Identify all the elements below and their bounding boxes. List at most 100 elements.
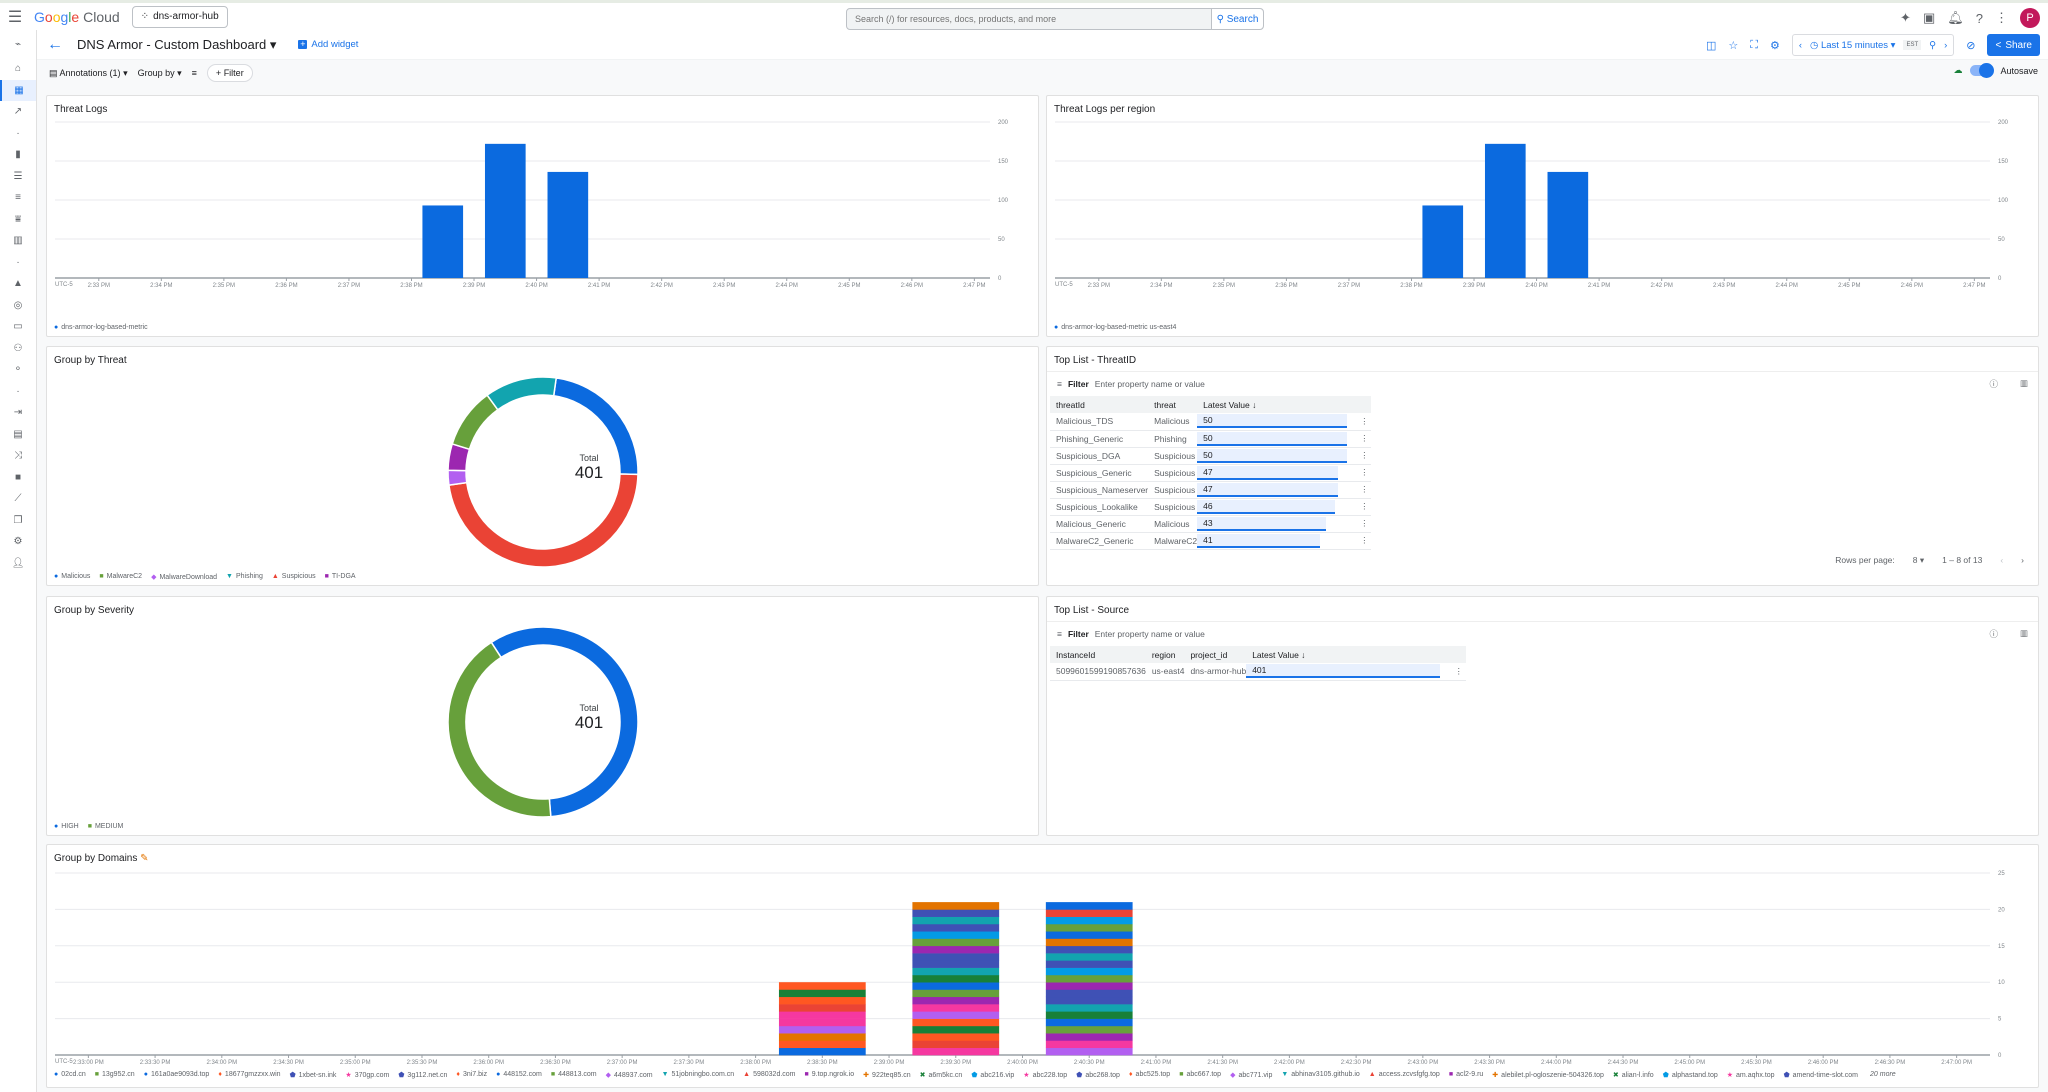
filter-icon[interactable]: ⩸ bbox=[14, 213, 22, 225]
main-menu-icon[interactable]: ☰ bbox=[7, 8, 23, 26]
filter-input[interactable]: Enter property name or value bbox=[1094, 378, 1205, 389]
add-widget-button[interactable]: + Add widget bbox=[298, 39, 358, 50]
next-page-icon[interactable]: › bbox=[2021, 555, 2024, 565]
monitor-icon[interactable]: ▭ bbox=[13, 321, 23, 333]
column-header[interactable]: InstanceId bbox=[1050, 646, 1146, 663]
timezone-badge[interactable]: EST bbox=[1903, 40, 1922, 50]
legend-toggle-icon[interactable]: ◫ bbox=[1705, 39, 1717, 52]
star-icon[interactable]: ☆ bbox=[1728, 39, 1739, 52]
topology-icon[interactable]: ⚇ bbox=[13, 342, 23, 354]
row-menu-icon[interactable]: ⋮ bbox=[1351, 515, 1372, 533]
row-menu-icon[interactable]: ⋮ bbox=[1351, 481, 1372, 499]
home-icon[interactable]: ⌂ bbox=[14, 63, 22, 75]
legend-item[interactable]: ✖ alian-l.info bbox=[1613, 1071, 1654, 1079]
service-icon[interactable]: ⚬ bbox=[13, 364, 23, 376]
trace-icon[interactable]: ⟋ bbox=[14, 493, 22, 505]
copy-icon[interactable]: ❐ bbox=[13, 514, 23, 526]
shuffle-icon[interactable]: ⤨ bbox=[14, 450, 22, 462]
settings-icon[interactable]: ⚙ bbox=[13, 536, 23, 548]
bar-chart-icon[interactable]: ▮ bbox=[15, 149, 21, 161]
logs-icon[interactable]: ≡ bbox=[15, 192, 21, 204]
metrics-explorer-icon[interactable]: ↗ bbox=[13, 106, 23, 118]
rows-per-page-select[interactable]: 8 ▾ bbox=[1912, 555, 1925, 565]
column-header[interactable]: Latest Value ↓ bbox=[1197, 396, 1352, 413]
add-filter-button[interactable]: + Filter bbox=[206, 64, 253, 82]
auto-refresh-off-icon[interactable]: ⊘ bbox=[1966, 39, 1976, 52]
help-icon[interactable]: ⓘ bbox=[1989, 378, 1998, 389]
legend-item[interactable]: ▼ abhinav3105.github.io bbox=[1281, 1071, 1359, 1079]
column-header[interactable]: project_id bbox=[1184, 646, 1247, 663]
prev-page-icon[interactable]: ‹ bbox=[2000, 555, 2004, 565]
table-row[interactable]: Suspicious_Lookalike Suspicious 46 ⋮ bbox=[1050, 498, 1372, 516]
legend-item[interactable]: ■ 9.top.ngrok.io bbox=[805, 1071, 855, 1079]
legend-item[interactable]: ● dns-armor-log-based-metric bbox=[54, 324, 148, 331]
legend-item[interactable]: ● Malicious bbox=[54, 573, 90, 581]
column-header[interactable]: threatId bbox=[1050, 396, 1149, 413]
settings-icon[interactable]: ⚙ bbox=[1769, 39, 1780, 52]
list-icon[interactable]: ☰ bbox=[13, 170, 23, 182]
dashboard-title[interactable]: DNS Armor - Custom Dashboard ▾ bbox=[77, 36, 277, 52]
legend-item[interactable]: ■ TI-DGA bbox=[325, 573, 356, 581]
forward-icon[interactable]: ⇥ bbox=[13, 407, 23, 419]
gemini-icon[interactable]: ✦ bbox=[1900, 10, 1911, 25]
legend-item[interactable]: 20 more bbox=[1867, 1071, 1896, 1079]
legend-item[interactable]: ■ 448813.com bbox=[551, 1071, 597, 1079]
legend-item[interactable]: ♦ abc525.top bbox=[1129, 1071, 1170, 1079]
more-icon[interactable]: ⋮ bbox=[1995, 10, 2008, 25]
column-display-icon[interactable]: ▥ bbox=[2019, 377, 2028, 388]
row-menu-icon[interactable]: ⋮ bbox=[1351, 532, 1372, 550]
legend-item[interactable]: ⬟ alphastand.top bbox=[1663, 1071, 1718, 1079]
next-time-icon[interactable]: › bbox=[1944, 39, 1948, 51]
legend-item[interactable]: ★ abc228.top bbox=[1023, 1071, 1067, 1079]
legend-item[interactable]: ● 161a0ae9093d.top bbox=[144, 1071, 210, 1079]
project-picker[interactable]: ⁘ dns-armor-hub bbox=[131, 5, 228, 28]
search-button[interactable]: ⚲ Search bbox=[1211, 9, 1263, 29]
row-menu-icon[interactable]: ⋮ bbox=[1351, 498, 1372, 516]
table-row[interactable]: Suspicious_Generic Suspicious 47 ⋮ bbox=[1050, 464, 1372, 482]
legend-item[interactable]: ▲ Suspicious bbox=[272, 573, 316, 581]
uptime-icon[interactable]: ◎ bbox=[13, 299, 23, 311]
legend-item[interactable]: ✚ alebilet.pl-ogloszenie-504326.top bbox=[1492, 1071, 1604, 1079]
zoom-icon[interactable]: ⚲ bbox=[1929, 39, 1937, 51]
annotations-dropdown[interactable]: ▤ Annotations (1) ▾ bbox=[49, 67, 128, 78]
monitoring-icon[interactable]: ⌁ bbox=[14, 38, 22, 50]
column-display-icon[interactable]: ▥ bbox=[2019, 627, 2028, 638]
legend-item[interactable]: ▲ 598032d.com bbox=[743, 1071, 795, 1079]
table-row[interactable]: Malicious_Generic Malicious 43 ⋮ bbox=[1050, 515, 1372, 533]
legend-item[interactable]: ■ acl2-9.ru bbox=[1449, 1071, 1483, 1079]
table-row[interactable]: 5099601599190857636 us-east4 dns-armor-hub… bbox=[1050, 663, 1466, 681]
table-row[interactable]: MalwareC2_Generic MalwareC2 41 ⋮ bbox=[1050, 532, 1372, 550]
group-by-dropdown[interactable]: Group by ▾ bbox=[137, 67, 182, 78]
legend-item[interactable]: ■ MEDIUM bbox=[88, 823, 124, 830]
legend-item[interactable]: ■ MalwareC2 bbox=[99, 573, 142, 581]
row-menu-icon[interactable]: ⋮ bbox=[1351, 413, 1372, 431]
filter-input[interactable]: Enter property name or value bbox=[1094, 628, 1205, 639]
legend-item[interactable]: ⬟ 1xbet-sn.ink bbox=[290, 1071, 337, 1079]
legend-item[interactable]: ■ abc667.top bbox=[1179, 1071, 1221, 1079]
legend-item[interactable]: ▲ access.zcvsfgfg.top bbox=[1369, 1071, 1440, 1079]
fullscreen-icon[interactable]: ⛶ bbox=[1750, 38, 1758, 51]
legend-item[interactable]: ▼ 51jobningbo.com.cn bbox=[662, 1071, 735, 1079]
legend-item[interactable]: ⬟ abc268.top bbox=[1076, 1071, 1120, 1079]
edit-pencil-icon[interactable]: ✎ bbox=[140, 853, 149, 864]
legend-item[interactable]: ★ 370gp.com bbox=[345, 1071, 389, 1079]
row-menu-icon[interactable]: ⋮ bbox=[1445, 663, 1466, 681]
avatar[interactable]: P bbox=[2020, 8, 2040, 28]
google-cloud-logo[interactable]: Google Cloud bbox=[34, 8, 120, 25]
legend-item[interactable]: ▼ Phishing bbox=[226, 573, 263, 581]
table-row[interactable]: Malicious_TDS Malicious 50 ⋮ bbox=[1050, 413, 1372, 431]
legend-item[interactable]: ◆ MalwareDownload bbox=[151, 573, 217, 581]
legend-item[interactable]: ● HIGH bbox=[54, 823, 79, 830]
legend-item[interactable]: ✚ 922teq85.cn bbox=[863, 1071, 910, 1079]
legend-item[interactable]: ♦ 3ni7.biz bbox=[456, 1071, 487, 1079]
legend-item[interactable]: ● 448152.com bbox=[496, 1071, 542, 1079]
help-icon[interactable]: ? bbox=[1975, 10, 1983, 26]
legend-item[interactable]: ◆ 448937.com bbox=[606, 1071, 653, 1079]
panel-icon[interactable]: ■ bbox=[14, 471, 22, 483]
chart-icon[interactable]: ▥ bbox=[13, 235, 23, 247]
table-row[interactable]: Suspicious_Nameserver Suspicious 47 ⋮ bbox=[1050, 481, 1372, 499]
cloud-shell-icon[interactable]: ▣ bbox=[1922, 10, 1936, 25]
legend-item[interactable]: ⬟ amend-time-slot.com bbox=[1784, 1071, 1858, 1079]
user-icon[interactable]: 👤︎ bbox=[11, 557, 25, 569]
time-range-dropdown[interactable]: ◷ Last 15 minutes ▾ bbox=[1810, 39, 1896, 51]
